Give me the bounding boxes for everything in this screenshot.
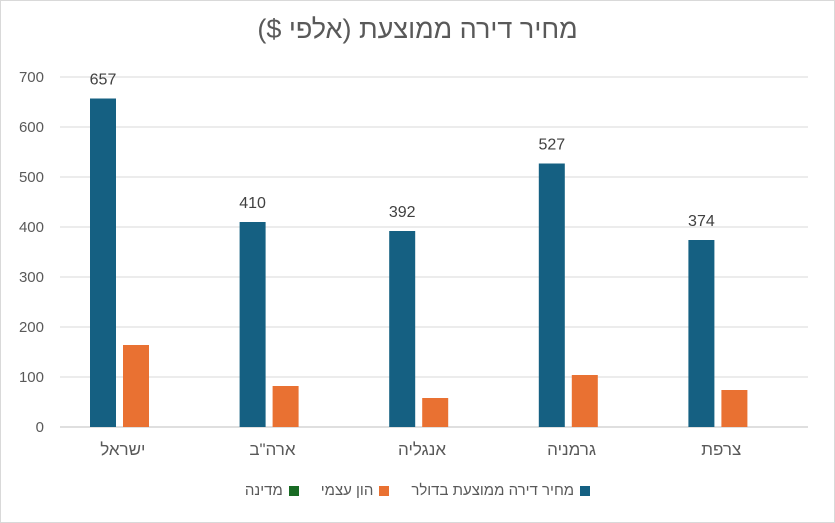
x-tick-label: גרמניה bbox=[547, 440, 596, 459]
bar-avg-price bbox=[688, 240, 715, 427]
y-tick-label: 500 bbox=[19, 169, 44, 186]
y-tick-label: 700 bbox=[19, 69, 44, 86]
y-tick-label: 600 bbox=[19, 119, 44, 136]
legend-label: הון עצמי bbox=[320, 482, 374, 499]
bar-equity bbox=[721, 390, 748, 427]
bar-equity bbox=[422, 398, 449, 427]
x-tick-label: ארה"ב bbox=[249, 440, 296, 459]
legend-label: מדינה bbox=[244, 482, 283, 499]
legend-label: מחיר דירה ממוצעת בדולר bbox=[411, 482, 575, 499]
legend-swatch bbox=[580, 485, 591, 496]
bar-equity bbox=[272, 386, 299, 427]
y-tick-label: 400 bbox=[19, 219, 44, 236]
bar-equity bbox=[123, 345, 149, 427]
data-label: 657 bbox=[90, 72, 117, 89]
data-label: 527 bbox=[538, 137, 565, 154]
legend-swatch bbox=[379, 485, 390, 496]
x-tick-label: צרפת bbox=[701, 440, 741, 459]
data-label: 392 bbox=[389, 204, 416, 221]
legend-item: מדינה bbox=[245, 482, 299, 499]
y-tick-label: 0 bbox=[36, 419, 44, 436]
bar-equity bbox=[571, 375, 598, 427]
chart-legend: מחיר דירה ממוצעת בדולר הון עצמי מדינה bbox=[0, 482, 835, 499]
y-tick-label: 300 bbox=[19, 269, 44, 286]
x-tick-label: ישראל bbox=[100, 440, 145, 459]
data-label: 410 bbox=[239, 195, 266, 212]
y-tick-label: 100 bbox=[19, 369, 44, 386]
y-tick-label: 200 bbox=[19, 319, 44, 336]
legend-swatch bbox=[288, 485, 299, 496]
legend-item: מחיר דירה ממוצעת בדולר bbox=[411, 482, 591, 499]
data-label: 374 bbox=[688, 213, 715, 230]
bar-avg-price bbox=[239, 222, 266, 427]
chart-title: מחיר דירה ממוצעת (אלפי $) bbox=[257, 14, 578, 44]
legend-item: הון עצמי bbox=[321, 482, 390, 499]
x-tick-label: אנגליה bbox=[398, 440, 446, 459]
bar-avg-price bbox=[90, 98, 116, 427]
bar-avg-price bbox=[389, 231, 416, 427]
bar-avg-price bbox=[538, 163, 565, 427]
